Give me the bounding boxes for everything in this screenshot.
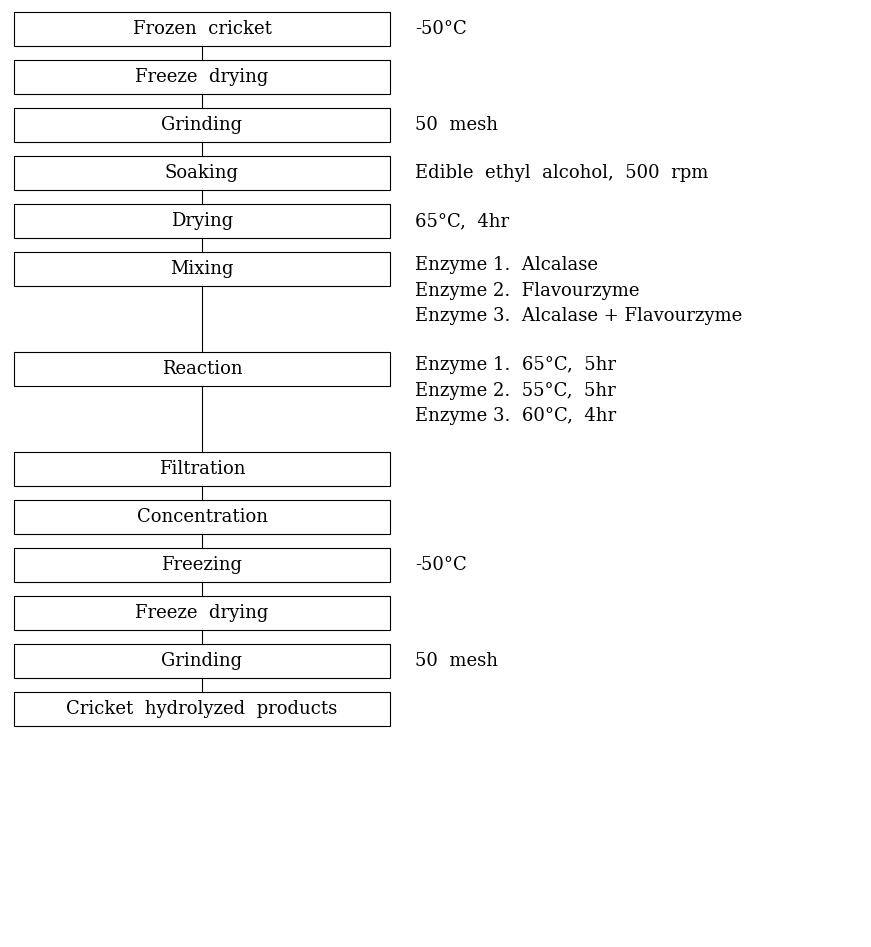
Text: Freeze  drying: Freeze drying — [135, 68, 268, 86]
Bar — [14, 108, 390, 142]
Text: Grinding: Grinding — [161, 116, 242, 134]
Text: Concentration: Concentration — [137, 508, 267, 526]
Text: Enzyme 1.  65°C,  5hr
Enzyme 2.  55°C,  5hr
Enzyme 3.  60°C,  4hr: Enzyme 1. 65°C, 5hr Enzyme 2. 55°C, 5hr … — [415, 356, 616, 425]
Text: Freezing: Freezing — [161, 556, 242, 574]
Bar — [14, 644, 390, 678]
Text: Edible  ethyl  alcohol,  500  rpm: Edible ethyl alcohol, 500 rpm — [415, 164, 708, 182]
Bar — [14, 352, 390, 386]
Bar — [14, 12, 390, 46]
Text: Freeze  drying: Freeze drying — [135, 604, 268, 622]
Text: Filtration: Filtration — [159, 460, 246, 478]
Bar — [14, 548, 390, 582]
Text: -50°C: -50°C — [415, 556, 467, 574]
Text: Cricket  hydrolyzed  products: Cricket hydrolyzed products — [66, 700, 338, 718]
Bar — [14, 452, 390, 486]
Bar — [14, 692, 390, 726]
Text: Reaction: Reaction — [162, 360, 242, 378]
Text: 50  mesh: 50 mesh — [415, 652, 498, 670]
Text: 65°C,  4hr: 65°C, 4hr — [415, 212, 510, 230]
Text: 50  mesh: 50 mesh — [415, 116, 498, 134]
Bar — [14, 156, 390, 190]
Bar — [14, 500, 390, 534]
Text: Grinding: Grinding — [161, 652, 242, 670]
Bar — [14, 204, 390, 238]
Text: Enzyme 1.  Alcalase
Enzyme 2.  Flavourzyme
Enzyme 3.  Alcalase + Flavourzyme: Enzyme 1. Alcalase Enzyme 2. Flavourzyme… — [415, 256, 742, 326]
Text: Soaking: Soaking — [165, 164, 239, 182]
Text: Drying: Drying — [171, 212, 233, 230]
Bar — [14, 60, 390, 94]
Bar — [14, 596, 390, 630]
Text: -50°C: -50°C — [415, 20, 467, 38]
Text: Frozen  cricket: Frozen cricket — [132, 20, 272, 38]
Bar — [14, 252, 390, 286]
Text: Mixing: Mixing — [170, 260, 233, 278]
